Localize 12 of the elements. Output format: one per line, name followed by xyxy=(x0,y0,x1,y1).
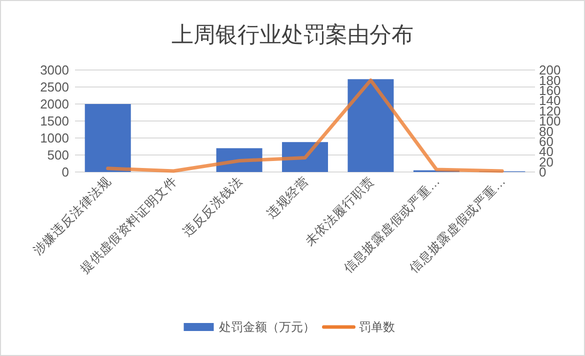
y-tick-label: 500 xyxy=(47,148,69,163)
y-tick-label: 2500 xyxy=(40,80,69,95)
legend-label: 处罚金额（万元） xyxy=(218,320,315,334)
legend-label: 罚单数 xyxy=(358,320,395,334)
y-tick-label: 2000 xyxy=(40,96,69,112)
y-tick-label: 1000 xyxy=(40,130,69,146)
y-tick-label: 0 xyxy=(62,164,69,180)
y-tick-label: 3000 xyxy=(40,62,69,78)
chart-title: 上周银行业处罚案由分布 xyxy=(172,22,414,47)
x-tick-label: 违规经营 xyxy=(264,174,312,221)
x-tick-label: 违反反洗钱法 xyxy=(180,174,246,240)
y-tick-label: 1500 xyxy=(40,114,69,129)
